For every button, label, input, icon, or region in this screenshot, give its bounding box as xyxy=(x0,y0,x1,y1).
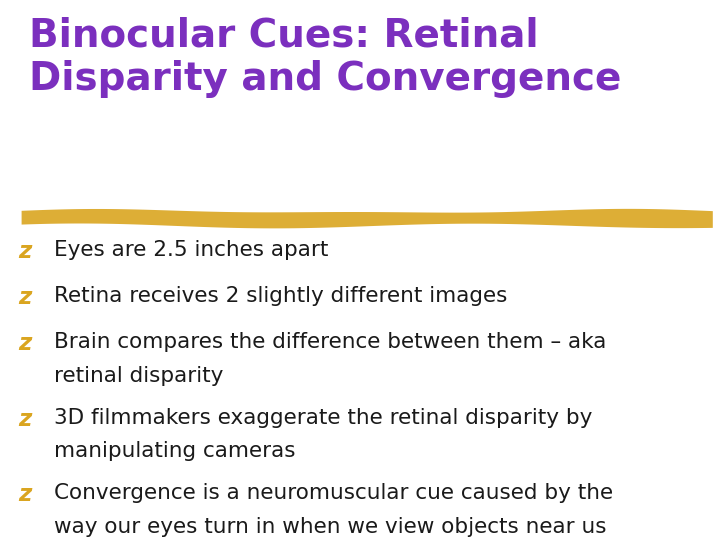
Text: retinal disparity: retinal disparity xyxy=(54,366,223,386)
Text: 3D filmmakers exaggerate the retinal disparity by: 3D filmmakers exaggerate the retinal dis… xyxy=(54,408,593,428)
Text: Convergence is a neuromuscular cue caused by the: Convergence is a neuromuscular cue cause… xyxy=(54,483,613,503)
Text: manipulating cameras: manipulating cameras xyxy=(54,441,295,461)
Polygon shape xyxy=(22,209,713,228)
Text: z: z xyxy=(18,483,32,506)
Text: way our eyes turn in when we view objects near us: way our eyes turn in when we view object… xyxy=(54,517,606,537)
Text: Eyes are 2.5 inches apart: Eyes are 2.5 inches apart xyxy=(54,240,328,260)
Text: Brain compares the difference between them – aka: Brain compares the difference between th… xyxy=(54,332,606,352)
Text: Binocular Cues: Retinal
Disparity and Convergence: Binocular Cues: Retinal Disparity and Co… xyxy=(29,16,621,98)
Text: z: z xyxy=(18,408,32,430)
Text: z: z xyxy=(18,240,32,264)
Text: z: z xyxy=(18,286,32,309)
Text: Retina receives 2 slightly different images: Retina receives 2 slightly different ima… xyxy=(54,286,508,306)
Text: z: z xyxy=(18,332,32,355)
